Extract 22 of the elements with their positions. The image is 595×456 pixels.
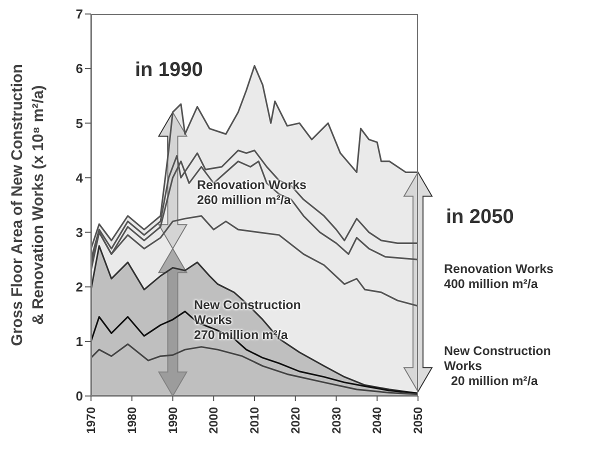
annotation: in 1990 [135, 58, 203, 82]
y-tick-label: 6 [76, 61, 83, 76]
y-tick-label: 1 [76, 334, 83, 350]
y-tick-label: 2 [76, 279, 83, 294]
x-tick-label: 2020 [288, 406, 302, 434]
x-tick-label: 2010 [248, 406, 262, 434]
y-tick-label: 7 [76, 6, 83, 22]
text: in 2050 [446, 205, 514, 229]
x-tick-label: 1990 [166, 406, 180, 434]
x-tick-label: 2050 [411, 406, 425, 434]
x-tick-label: 2040 [370, 406, 384, 434]
y-tick-label: 4 [76, 170, 84, 186]
y-axis-title: Gross Floor Area of New Construction & Renovation Works (x 10⁸ m²/a) [9, 64, 47, 346]
y-tick-label: 5 [76, 116, 83, 131]
y-tick-label: 0 [76, 388, 83, 404]
text: New Construction Works 20 million m²/a [444, 344, 551, 389]
x-tick-label: 2000 [206, 406, 221, 434]
x-tick-label: 1980 [124, 406, 139, 434]
y-tick-label: 3 [76, 224, 83, 240]
x-tick-label: 1970 [84, 406, 98, 434]
x-tick-label: 2030 [329, 406, 344, 434]
text: Renovation Works 400 million m²/a [444, 262, 554, 292]
